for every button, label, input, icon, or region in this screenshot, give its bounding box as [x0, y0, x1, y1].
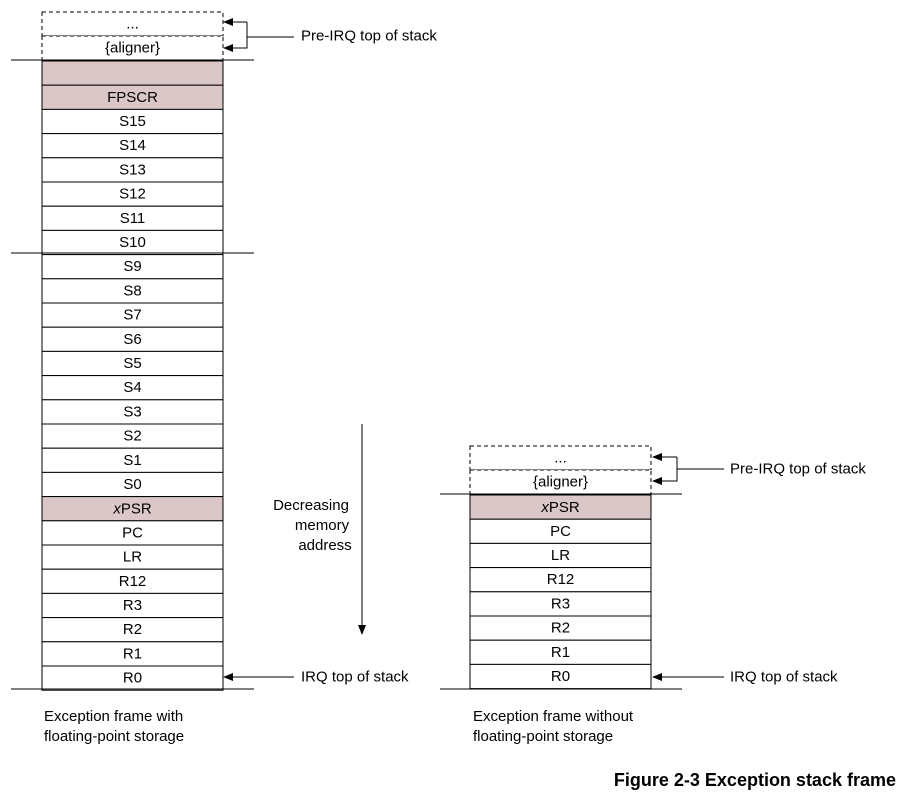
stack-cell — [469, 542, 652, 569]
stack-cell-label: S9 — [123, 258, 141, 275]
right-irq-label: IRQ top of stack — [730, 669, 838, 686]
stack-cell — [469, 567, 652, 593]
right-pre-irq-label: Pre-IRQ top of stack — [730, 461, 866, 478]
stack-cell-label: R0 — [123, 670, 142, 687]
stack-cell-label: R2 — [551, 620, 570, 637]
direction-label-line-1: Decreasing — [273, 497, 349, 514]
right-annotations: Pre-IRQ top of stack IRQ top of stack Ex… — [440, 453, 866, 745]
stack-cell-label: FPSCR — [107, 89, 158, 106]
aligner-cell-label: ... — [554, 450, 567, 467]
right-caption-line-2: floating-point storage — [473, 728, 613, 745]
aligner-cell-label: ... — [126, 16, 139, 33]
figure-caption: Figure 2-3 Exception stack frame — [613, 770, 896, 790]
stack-cell — [41, 278, 224, 304]
stack-cell-label: PC — [122, 524, 143, 541]
left-stack-frame: ... {aligner} FPSCR S15 S14 S13 S12 S11 S10 S9 S8 S… — [41, 11, 224, 691]
direction-indicator: Decreasing memory address — [273, 424, 366, 635]
right-stack-frame: ... {aligner} xPSR PC LR R12 R3 R2 R1 R0 — [469, 445, 652, 690]
stack-cell — [41, 544, 224, 570]
stack-cell-label: S1 — [123, 452, 141, 469]
stack-cell — [41, 496, 224, 522]
stack-cell-label: R3 — [123, 597, 142, 614]
stack-cell — [469, 518, 652, 544]
stack-cell-label: R12 — [119, 573, 147, 590]
stack-cell — [41, 326, 224, 352]
stack-cell-label: LR — [123, 549, 142, 566]
stack-cell-label: xPSR — [540, 499, 580, 516]
stack-cell-label: R12 — [547, 571, 575, 588]
stack-cell — [41, 641, 224, 667]
left-irq-label: IRQ top of stack — [301, 669, 409, 686]
left-caption-line-2: floating-point storage — [44, 728, 184, 745]
stack-cell-label: S7 — [123, 307, 141, 324]
stack-cell — [41, 568, 224, 594]
stack-cell-label: S15 — [119, 113, 146, 130]
aligner-cell-label: {aligner} — [533, 474, 588, 491]
stack-cell-label: S2 — [123, 428, 141, 445]
left-pre-irq-label: Pre-IRQ top of stack — [301, 28, 437, 45]
stack-cell-label: S13 — [119, 161, 146, 178]
direction-label-line-3: address — [298, 537, 351, 554]
stack-cell — [41, 520, 224, 546]
stack-cell-label: R1 — [551, 644, 570, 661]
register-name: PSR — [549, 499, 580, 516]
stack-cell-label: S10 — [119, 234, 146, 251]
stack-cell-label: LR — [551, 547, 570, 564]
left-caption-line-1: Exception frame with — [44, 708, 183, 725]
stack-cell — [41, 254, 224, 280]
stack-cell — [41, 399, 224, 425]
stack-cell — [41, 60, 224, 86]
stack-cell — [41, 350, 224, 377]
aligner-cell — [41, 35, 224, 61]
stack-cell-label: R1 — [123, 645, 142, 662]
stack-cell-label: R0 — [551, 668, 570, 685]
stack-cell — [41, 471, 224, 498]
stack-cell — [41, 108, 224, 135]
left-pre-irq-connector — [223, 36, 294, 52]
stack-cell-label: S3 — [123, 403, 141, 420]
stack-cell-label: S8 — [123, 282, 141, 299]
right-caption-line-1: Exception frame without — [473, 708, 634, 725]
stack-cell-label: S14 — [119, 137, 146, 154]
stack-cell — [41, 205, 224, 231]
direction-label-line-2: memory — [295, 517, 350, 534]
stack-cell — [41, 375, 224, 401]
stack-cell-label: S0 — [123, 476, 141, 493]
stack-cell — [41, 617, 224, 643]
stack-cell — [41, 229, 224, 256]
stack-cell — [41, 665, 224, 691]
stack-cell-label: S6 — [123, 331, 141, 348]
stack-cell — [41, 84, 224, 110]
stack-cell-label: S12 — [119, 186, 146, 203]
stack-cell-label: xPSR — [112, 500, 152, 517]
register-prefix: x — [540, 499, 549, 516]
stack-cell-label: R2 — [123, 621, 142, 638]
stack-cell — [469, 615, 652, 641]
aligner-cell-label: {aligner} — [105, 40, 160, 57]
stack-cell-label: S5 — [123, 355, 141, 372]
stack-cell — [41, 447, 224, 473]
stack-cell-label: S11 — [120, 210, 146, 227]
right-pre-irq-connector — [652, 468, 724, 485]
register-name: PSR — [121, 500, 152, 517]
stack-cell-label: R3 — [551, 595, 570, 612]
register-prefix: x — [112, 500, 121, 517]
aligner-cell — [469, 445, 652, 471]
stack-cell-label: S4 — [123, 379, 141, 396]
stack-cell — [41, 423, 224, 449]
left-annotations: Pre-IRQ top of stack IRQ top of stack Ex… — [11, 18, 437, 745]
stack-cell-label: PC — [550, 523, 571, 540]
